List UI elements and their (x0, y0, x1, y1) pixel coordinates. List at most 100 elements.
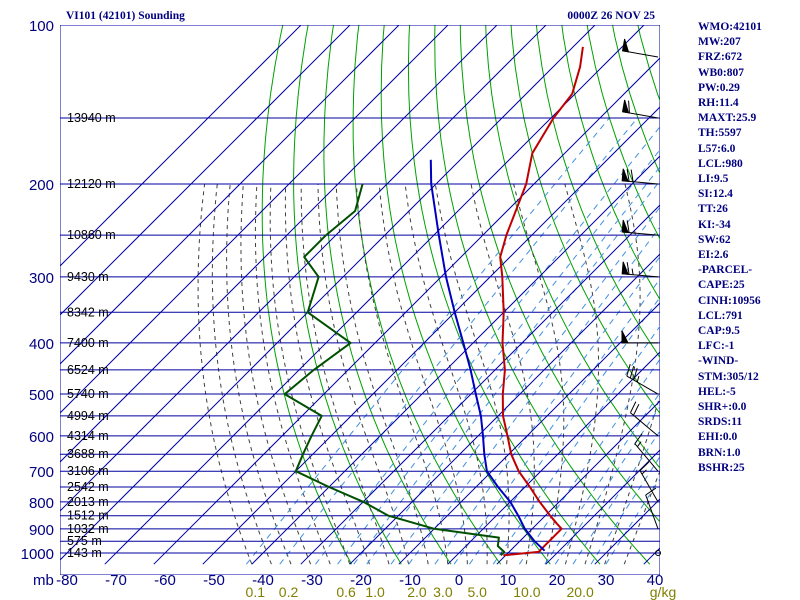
barb-half-flag (636, 375, 640, 383)
moist-adiabat (623, 469, 660, 565)
dry-adiabat (586, 25, 660, 241)
barb-pennant (621, 38, 630, 53)
index-item: TT:26 (698, 203, 728, 216)
temp-tick-label: -10 (399, 572, 421, 589)
index-item: -PARCEL- (698, 264, 753, 277)
moist-adiabat (335, 183, 429, 565)
wind-barb (639, 461, 659, 503)
wind-barb (621, 168, 659, 185)
index-item: EI:2.6 (698, 249, 729, 262)
index-item: LFC:-1 (698, 340, 735, 353)
height-label: 12120 m (67, 177, 116, 191)
temp-tick-label: 40 (647, 572, 664, 589)
isotherm (300, 204, 660, 565)
isotherm (60, 25, 547, 512)
index-item: MW:207 (698, 36, 741, 49)
index-item: -WIND- (698, 355, 739, 368)
index-item: TH:5597 (698, 127, 742, 140)
mixing-ratio-label: g/kg (650, 584, 676, 600)
isotherm (153, 57, 660, 565)
isotherm (545, 449, 660, 565)
moist-adiabat (300, 183, 390, 565)
temp-tick-label: -80 (56, 572, 78, 589)
moist-adiabat (197, 183, 253, 565)
barb-pennant (621, 219, 629, 234)
barb-pennant (621, 168, 629, 182)
barb-staff (634, 443, 659, 472)
isotherm (202, 106, 660, 565)
wind-barbs (621, 38, 661, 556)
index-item: EHI:0.0 (698, 431, 738, 444)
height-label: 8342 m (67, 305, 109, 319)
height-label: 3688 m (67, 447, 109, 461)
mixing-ratio-line (246, 117, 610, 565)
plot-frame (60, 25, 660, 575)
mixing-ratio-label: 3.0 (433, 584, 453, 600)
index-item: BRN:1.0 (698, 446, 741, 459)
wind-barb (634, 433, 659, 472)
wind-barb (629, 401, 659, 437)
index-item: RH:11.4 (698, 97, 739, 110)
isotherm (398, 302, 660, 565)
isotherm (349, 253, 660, 565)
pressure-tick-label: 300 (29, 270, 54, 287)
parcel-line (429, 159, 546, 552)
wind-barb (621, 261, 659, 278)
barb-pennant (621, 330, 629, 344)
barb-flag (628, 100, 630, 113)
height-label: 5740 m (67, 387, 109, 401)
mixing-ratio-label: 1.0 (365, 584, 385, 600)
pressure-tick-label: 800 (29, 495, 54, 512)
moist-adiabat (355, 183, 449, 565)
calm-circle (655, 550, 661, 556)
isotherm (60, 25, 596, 561)
moist-adiabat (604, 393, 660, 565)
height-label: 143 m (67, 546, 102, 560)
barb-half-flag (631, 268, 634, 275)
barb-flag (626, 364, 631, 377)
moist-adiabat (211, 183, 272, 565)
temp-tick-label: -60 (154, 572, 176, 589)
mixing-ratio-label: 0.6 (336, 584, 356, 600)
index-item: KI:-34 (698, 218, 731, 231)
index-item: SI:12.4 (698, 188, 733, 201)
mixing-ratio-line (572, 430, 660, 565)
isotherm (60, 25, 400, 365)
temp-tick-label: -50 (203, 572, 225, 589)
barb-flag (626, 262, 630, 275)
temp-tick-label: -70 (105, 572, 127, 589)
mixing-ratio-label: 10.0 (513, 584, 540, 600)
sounding-time: 0000Z 26 NOV 25 (567, 10, 655, 22)
wind-barb (626, 364, 659, 395)
moist-adiabat (284, 183, 370, 565)
index-item: SHR+:0.0 (698, 401, 747, 414)
mixing-ratio-label: 2.0 (407, 584, 427, 600)
temp-tick-label: -40 (252, 572, 274, 589)
moist-adiabat (378, 183, 468, 565)
barb-pennant (621, 99, 630, 114)
barb-flag (630, 169, 634, 182)
pressure-tick-label: 600 (29, 429, 54, 446)
height-label: 3106 m (67, 464, 109, 478)
index-item: WB0:807 (698, 66, 744, 79)
barb-flag (634, 433, 643, 444)
height-label: 1512 m (67, 509, 109, 523)
mixing-ratio-label: 0.2 (279, 584, 299, 600)
mixing-ratio-line (554, 405, 660, 565)
moist-adiabat (254, 183, 331, 565)
isotherm (60, 25, 302, 267)
temp-tick-label: 10 (500, 572, 517, 589)
index-item: CINH:10956 (698, 294, 761, 307)
barb-flag (626, 220, 630, 233)
height-label: 4314 m (67, 429, 109, 443)
mixing-ratio-label: 0.1 (246, 584, 266, 600)
temp-tick-label: 20 (549, 572, 566, 589)
temperature-line (499, 46, 584, 557)
barb-flag (629, 366, 635, 379)
pressure-tick-label: 500 (29, 387, 54, 404)
index-item: PW:0.29 (698, 81, 740, 94)
height-label: 2013 m (67, 495, 109, 509)
pressure-unit-label: mb (33, 572, 54, 589)
barb-staff (639, 470, 659, 503)
moist-adiabat (434, 183, 510, 565)
